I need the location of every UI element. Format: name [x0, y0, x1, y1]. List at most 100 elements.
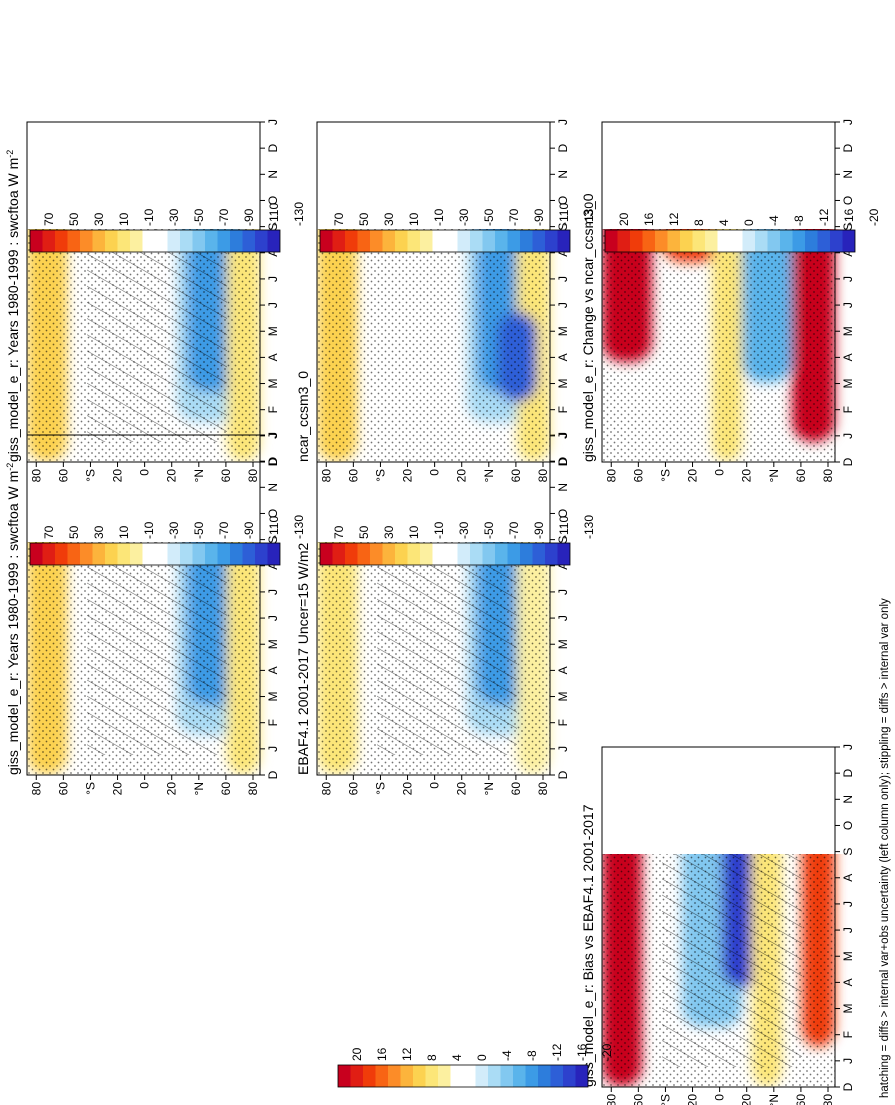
x-tick-label: J	[556, 433, 570, 439]
x-tick-label: D	[266, 456, 280, 465]
y-tick-label: 0	[138, 782, 152, 789]
y-tick-label: 20	[111, 469, 125, 483]
y-tick-label: 60	[56, 469, 70, 483]
x-tick-label: S	[266, 223, 280, 231]
y-tick-label: 0	[713, 469, 727, 476]
colorbar-swatch	[375, 1065, 388, 1087]
y-tick-label: 60	[346, 782, 360, 796]
x-tick-label: D	[266, 457, 280, 466]
colorbar-swatch	[830, 230, 843, 252]
colorbar-ebaf: 70 50 30 10 -10 -30 -50 -70 -90 -110 -130	[319, 515, 596, 566]
colorbar-swatch	[117, 230, 130, 252]
colorbar-model-left-2: 70 50 30 10 -10 -30 -50 -70 -90 -110 -130	[29, 515, 306, 566]
colorbar-swatch	[545, 230, 558, 252]
heatmap-field	[602, 854, 835, 1087]
x-tick-label: D	[841, 1082, 855, 1091]
x-tick-label: A	[556, 353, 570, 361]
colorbar-swatch	[357, 230, 370, 252]
x-tick-label: A	[266, 249, 280, 257]
colorbar-tick-label: -20	[867, 208, 881, 226]
colorbar-swatch	[432, 230, 445, 252]
y-axis: 80 60 °N 20 0 20 °S 60 80	[604, 462, 835, 482]
colorbar-swatch	[532, 543, 545, 565]
colorbar-swatch	[742, 230, 755, 252]
x-tick-label: A	[556, 666, 570, 674]
x-tick-label: M	[266, 639, 280, 649]
colorbar-swatch	[350, 1065, 363, 1087]
x-tick-label: M	[841, 951, 855, 961]
x-tick-label: M	[266, 379, 280, 389]
colorbar-tick-label: 16	[375, 1047, 389, 1061]
hatching	[662, 854, 802, 1067]
y-tick-label: 80	[29, 469, 43, 483]
x-tick-label: S	[556, 536, 570, 544]
y-tick-label: °N	[482, 469, 496, 482]
y-tick-label: 0	[428, 469, 442, 476]
hatching	[377, 542, 517, 755]
panel-ebaf: EBAF4.1 2001-2017 Uncer=15 W/m2 D J F M A M J J…	[295, 432, 570, 795]
colorbar-tick-label: 30	[92, 525, 106, 539]
panel-model-left-2: giss_model_e_r: Years 1980-1999 : swcfto…	[5, 432, 280, 795]
colorbar-swatch	[400, 1065, 413, 1087]
x-tick-label: N	[556, 170, 570, 179]
colorbar-swatch	[457, 230, 470, 252]
colorbar-swatch	[205, 230, 218, 252]
colorbar-swatch	[842, 230, 855, 252]
colorbar-swatch	[667, 230, 680, 252]
colorbar-tick-label: -20	[600, 1043, 614, 1061]
colorbar-ncar: 70 50 30 10 -10 -30 -50 -70 -90 -110 -130	[319, 202, 596, 253]
heatmap-field	[27, 229, 260, 462]
colorbar-swatch	[617, 230, 630, 252]
colorbar-tick-label: 20	[617, 212, 631, 226]
x-tick-label: D	[841, 768, 855, 777]
colorbar-tick-label: 8	[692, 219, 706, 226]
colorbar-tick-label: 10	[407, 212, 421, 226]
colorbar-swatch	[332, 230, 345, 252]
colorbar-tick-label: -12	[550, 1043, 564, 1061]
panel-title: giss_model_e_r: Bias vs EBAF4.1 2001-201…	[580, 804, 596, 1087]
colorbar-swatch	[105, 230, 118, 252]
x-tick-label: J	[266, 615, 280, 621]
colorbar-swatch	[495, 230, 508, 252]
colorbar-swatch	[55, 230, 68, 252]
panel-title: giss_model_e_r: Years 1980-1999 : swcfto…	[5, 150, 21, 462]
y-tick-label: °S	[83, 782, 97, 795]
y-tick-label: 60	[219, 782, 233, 796]
y-tick-label: 20	[401, 782, 415, 796]
x-tick-label: M	[266, 326, 280, 336]
colorbar-tick-label: 16	[642, 212, 656, 226]
colorbar-swatch	[655, 230, 668, 252]
colorbar-swatch	[420, 230, 433, 252]
colorbar-swatch	[507, 543, 520, 565]
colorbar-tick-label: -70	[507, 208, 521, 226]
colorbar-tick-label: -30	[457, 208, 471, 226]
colorbar-swatch	[205, 543, 218, 565]
x-tick-label: M	[841, 379, 855, 389]
colorbar-swatch	[575, 1065, 588, 1087]
colorbar-swatch	[267, 543, 280, 565]
x-tick-label: S	[841, 848, 855, 856]
colorbar-swatch	[457, 543, 470, 565]
colorbar-swatch	[230, 543, 243, 565]
y-tick-label: °N	[192, 469, 206, 482]
x-tick-label: A	[266, 666, 280, 674]
colorbar-swatch	[507, 230, 520, 252]
y-tick-label: 80	[821, 1094, 835, 1105]
y-tick-label: °S	[373, 782, 387, 795]
x-tick-label: D	[266, 770, 280, 779]
stippling	[317, 229, 550, 462]
colorbar-swatch	[192, 230, 205, 252]
colorbar-swatch	[680, 230, 693, 252]
colorbar-change: 20 16 12 8 4 0 -4 -8 -12 -16 -20	[604, 208, 881, 253]
colorbar-swatch	[338, 1065, 351, 1087]
x-tick-label: J	[841, 901, 855, 907]
colorbar-tick-label: -110	[557, 203, 571, 226]
y-tick-label: °N	[767, 1094, 781, 1105]
colorbar-swatch	[130, 230, 143, 252]
x-axis: D J F M A M J J A S O N D J	[260, 119, 280, 466]
colorbar-swatch	[80, 230, 93, 252]
x-tick-label: F	[266, 719, 280, 726]
x-tick-label: M	[556, 379, 570, 389]
y-tick-label: 80	[29, 782, 43, 796]
colorbar-swatch	[563, 1065, 576, 1087]
